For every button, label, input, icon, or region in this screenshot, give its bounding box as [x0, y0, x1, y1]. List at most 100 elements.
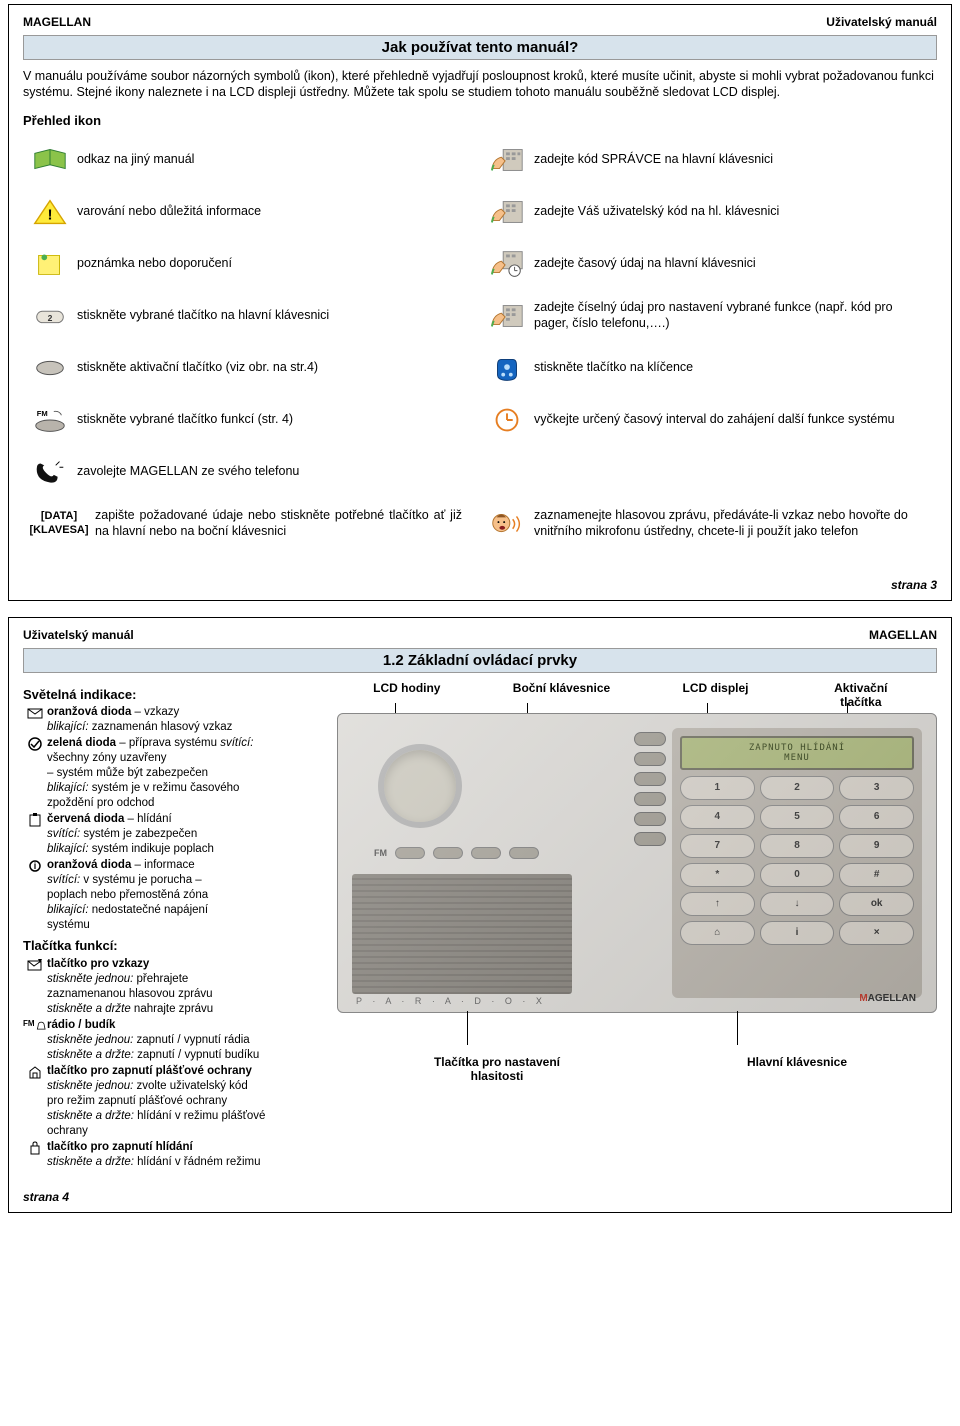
book-icon: [23, 145, 77, 175]
function-item-body: rádio / budíkstiskněte jednou: zapnutí /…: [47, 1018, 323, 1063]
pointer-line: [467, 1011, 468, 1045]
light-item: zelená dioda – příprava systému svítící:…: [23, 736, 323, 811]
function-item-body: tlačítko pro zapnutí hlídánístiskněte a …: [47, 1140, 323, 1170]
icon-label: varování nebo důležitá informace: [77, 204, 480, 220]
keypad-key: 4: [680, 805, 755, 829]
icon-row: zavolejte MAGELLAN ze svého telefonu: [23, 454, 480, 490]
activation-button: [634, 812, 666, 826]
keypad-key: i: [760, 921, 835, 945]
logo-m: M: [859, 993, 867, 1004]
warning-icon: !: [23, 197, 77, 227]
icon-label: stiskněte vybrané tlačítko funkcí (str. …: [77, 412, 480, 428]
page-3: MAGELLAN Uživatelský manuál Jak používat…: [8, 4, 952, 601]
svg-text:FM: FM: [37, 409, 48, 418]
device-figure: LCD hodiny Boční klávesnice LCD displej …: [337, 681, 937, 1171]
fm-button-icon: FM: [23, 405, 77, 435]
analog-clock-icon: [378, 744, 462, 828]
keypad-key: 9: [839, 834, 914, 858]
function-icon: [23, 1140, 47, 1170]
icon-row: stiskněte aktivační tlačítko (viz obr. n…: [23, 350, 480, 386]
light-item-body: oranžová dioda – vzkazyblikající: zaznam…: [47, 705, 323, 735]
icon-row: stiskněte tlačítko na klíčence: [480, 350, 937, 386]
led-icon: i: [23, 858, 47, 933]
icon-label: zadejte časový údaj na hlavní klávesnici: [534, 256, 937, 272]
icon-label: zadejte kód SPRÁVCE na hlavní klávesnici: [534, 152, 937, 168]
page-header: MAGELLAN Uživatelský manuál: [23, 15, 937, 29]
magellan-logo: MAGELLAN: [859, 993, 916, 1004]
svg-text:2: 2: [48, 312, 53, 322]
keypad-key: 7: [680, 834, 755, 858]
fm-label: FM: [374, 848, 387, 858]
function-icon: [23, 957, 47, 1017]
icon-label: odkaz na jiný manuál: [77, 152, 480, 168]
keypad-key: 6: [839, 805, 914, 829]
activation-button: [634, 832, 666, 846]
icon-row: zaznamenejte hlasovou zprávu, předáváte-…: [480, 506, 937, 542]
device-function-button: [509, 847, 539, 859]
numeric-grid: 123456789*0#↑↓ok⌂i×: [680, 776, 914, 945]
clock-icon: [480, 405, 534, 435]
klavesa-label: [KLAVESA]: [23, 524, 95, 537]
label-volume-buttons: Tlačítka pro nastavení hlasitosti: [427, 1055, 567, 1083]
page-4: Uživatelský manuál MAGELLAN 1.2 Základní…: [8, 617, 952, 1214]
icon-label: vyčkejte určený časový interval do zaháj…: [534, 412, 937, 428]
hand-keypad-number-icon: [480, 301, 534, 331]
keypad-key: ok: [839, 892, 914, 916]
function-icon: FM: [23, 1018, 47, 1063]
function-buttons-title: Tlačítka funkcí:: [23, 938, 323, 955]
keypad-key: ×: [839, 921, 914, 945]
keypad-key: #: [839, 863, 914, 887]
icon-label: stiskněte tlačítko na klíčence: [534, 360, 937, 376]
header-left: Uživatelský manuál: [23, 628, 134, 642]
icon-label: stiskněte aktivační tlačítko (viz obr. n…: [77, 360, 480, 376]
magellan-device: FM ZAPNUTO HLÍDÁNÍ: [337, 713, 937, 1013]
logo-rest: AGELLAN: [868, 993, 916, 1004]
light-item-body: oranžová dioda – informacesvítící: v sys…: [47, 858, 323, 933]
keypad-key: 1: [680, 776, 755, 800]
main-keypad: ZAPNUTO HLÍDÁNÍ MENU 123456789*0#↑↓ok⌂i×: [672, 728, 922, 998]
icon-overview-grid: odkaz na jiný manuál ! varování nebo důl…: [23, 142, 937, 558]
keypad-key: 8: [760, 834, 835, 858]
label-lcd-clock: LCD hodiny: [373, 681, 440, 709]
icon-row: odkaz na jiný manuál: [23, 142, 480, 178]
label-activation-buttons: Aktivační tlačítka: [821, 681, 901, 709]
icon-label: zavolejte MAGELLAN ze svého telefonu: [77, 464, 480, 480]
led-icon: [23, 812, 47, 857]
activation-button: [634, 732, 666, 746]
svg-text:i: i: [34, 861, 37, 871]
header-right: MAGELLAN: [869, 628, 937, 642]
icon-column-left: odkaz na jiný manuál ! varování nebo důl…: [23, 142, 480, 558]
page-number: strana 3: [23, 578, 937, 592]
icon-label: zadejte číselný údaj pro nastavení vybra…: [534, 300, 937, 331]
data-klavesa-label: [DATA] [KLAVESA]: [23, 510, 95, 536]
header-right: Uživatelský manuál: [826, 15, 937, 29]
header-left: MAGELLAN: [23, 15, 91, 29]
keypad-key: ⌂: [680, 921, 755, 945]
bottom-callout-labels: Tlačítka pro nastavení hlasitosti Hlavní…: [337, 1055, 937, 1083]
keypad-key: ↑: [680, 892, 755, 916]
icon-label: zapište požadované údaje nebo stiskněte …: [95, 508, 480, 539]
icon-label: zadejte Váš uživatelský kód na hl. kláve…: [534, 204, 937, 220]
pointer-line: [737, 1011, 738, 1045]
oval-button-icon: [23, 353, 77, 383]
paradox-brand: P · A · R · A · D · O · X: [356, 996, 546, 1006]
keyfob-icon: [480, 353, 534, 383]
icon-column-right: zadejte kód SPRÁVCE na hlavní klávesnici…: [480, 142, 937, 558]
hand-keypad-admin-icon: [480, 145, 534, 175]
function-item-body: tlačítko pro vzkazystiskněte jednou: pře…: [47, 957, 323, 1017]
led-icon: [23, 705, 47, 735]
overview-heading: Přehled ikon: [23, 113, 937, 128]
keypad-button-icon: 2: [23, 301, 77, 331]
svg-text:!: !: [47, 206, 52, 223]
function-item: tlačítko pro zapnutí hlídánístiskněte a …: [23, 1140, 323, 1170]
icon-row: zadejte kód SPRÁVCE na hlavní klávesnici: [480, 142, 937, 178]
function-item: FM rádio / budíkstiskněte jednou: zapnut…: [23, 1018, 323, 1063]
speaker-grille: [352, 874, 572, 994]
icon-row: zadejte časový údaj na hlavní klávesnici: [480, 246, 937, 282]
icon-row: vyčkejte určený časový interval do zaháj…: [480, 402, 937, 438]
icon-label: stiskněte vybrané tlačítko na hlavní klá…: [77, 308, 480, 324]
device-function-button: [433, 847, 463, 859]
spacer-row: [480, 454, 937, 490]
light-item-body: zelená dioda – příprava systému svítící:…: [47, 736, 323, 811]
page2-columns: Světelná indikace: oranžová dioda – vzka…: [23, 681, 937, 1171]
